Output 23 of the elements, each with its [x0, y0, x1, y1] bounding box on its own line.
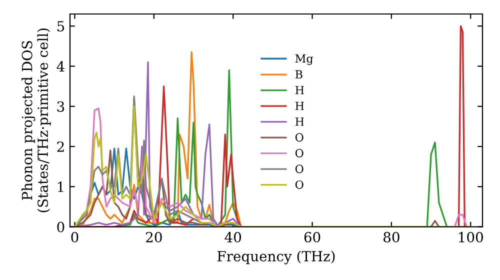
legend-label: B	[295, 70, 302, 78]
legend-label: H	[295, 118, 304, 126]
legend-label: O	[295, 133, 304, 142]
legend-label: O	[295, 180, 304, 189]
x-tick-label: 40	[224, 232, 242, 242]
x-tick-label: 20	[146, 232, 162, 242]
legend-label: H	[295, 102, 304, 110]
y-tick-label: 4	[56, 61, 64, 72]
legend-label: O	[295, 164, 304, 174]
y-tick-label: 1	[58, 182, 64, 192]
x-axis-title: Frequency (THz)	[217, 250, 335, 264]
x-tick-label: 80	[384, 232, 400, 242]
x-tick-label: 60	[304, 232, 320, 242]
x-tick-label: 100	[459, 232, 483, 242]
y-tick-label: 2	[57, 141, 64, 152]
legend-label: O	[295, 148, 304, 158]
legend-label: H	[295, 86, 304, 94]
y-tick-label: 3	[57, 101, 64, 112]
y-axis-title: Phonon projected DOS (States/THz·primitive cell)	[22, 28, 51, 212]
x-tick-label: 0	[71, 232, 78, 242]
y-tick-label: 5	[57, 21, 64, 32]
legend-label: Mg	[295, 54, 313, 65]
y-tick-label: 0	[57, 222, 64, 232]
